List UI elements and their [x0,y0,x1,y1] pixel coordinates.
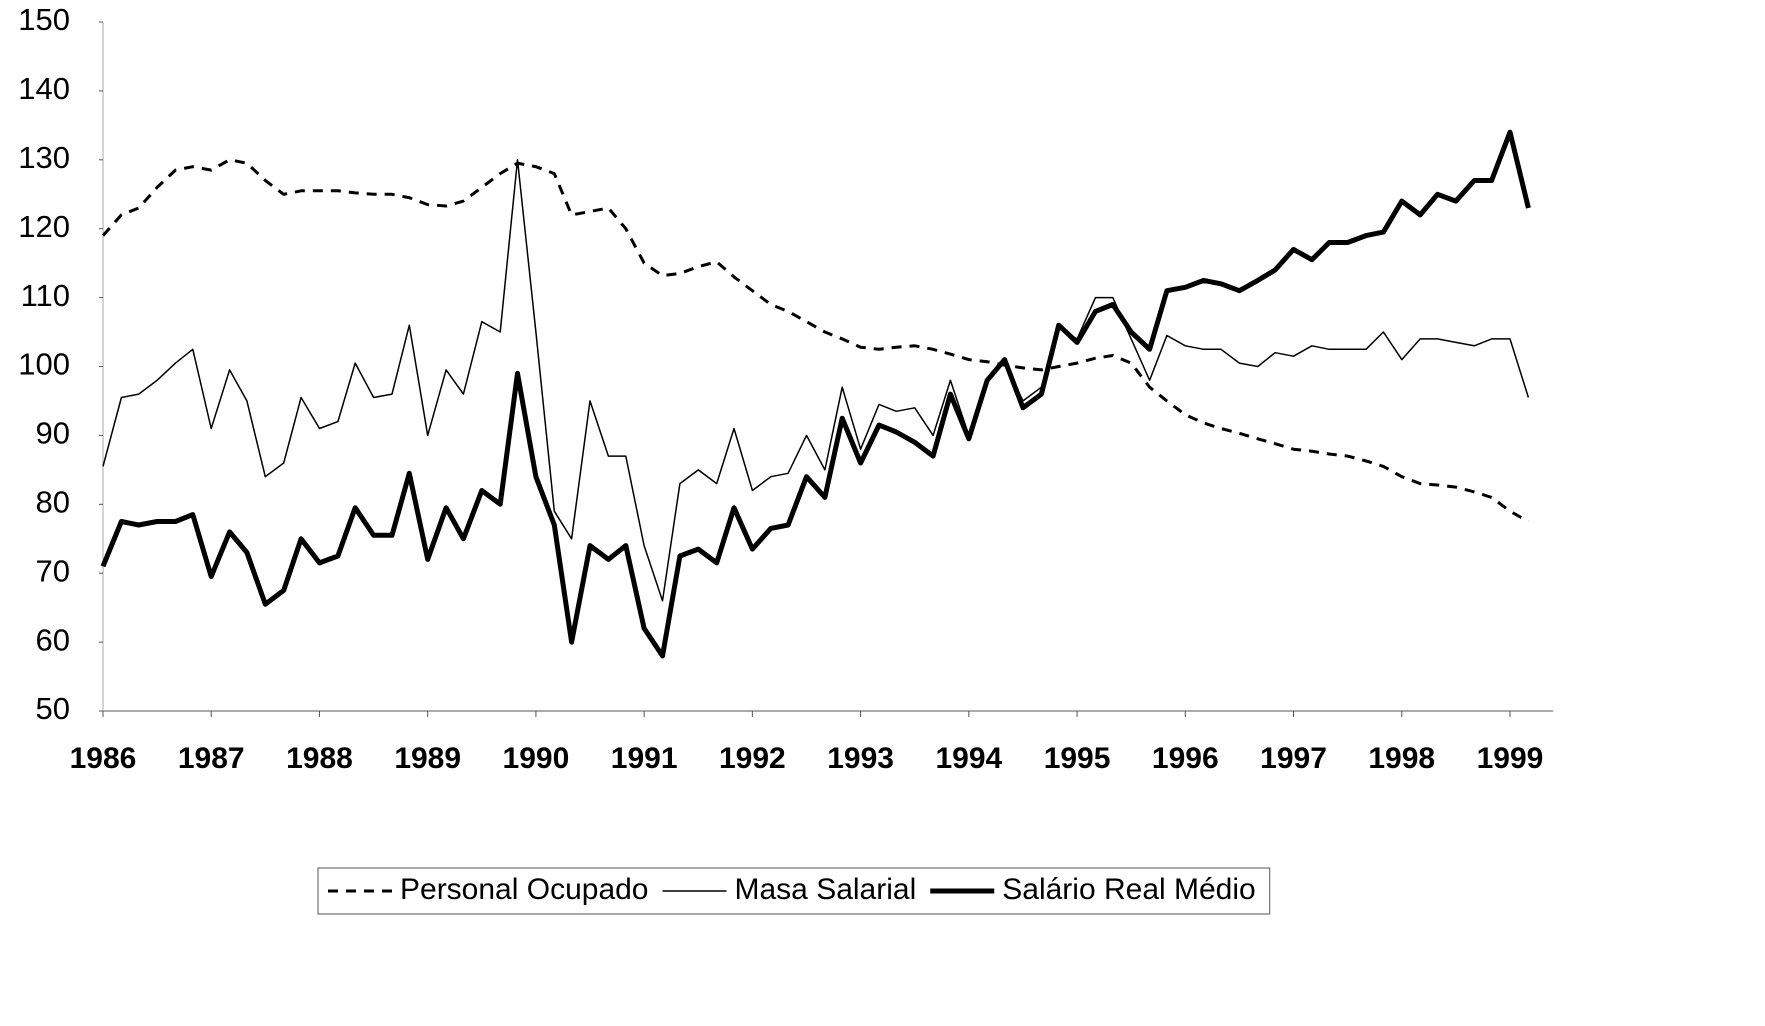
y-tick-label: 70 [36,553,70,588]
legend-label: Personal Ocupado [400,873,649,906]
y-tick-label: 90 [36,416,70,451]
series-line [102,159,1530,602]
x-tick-label: 1997 [1260,742,1327,775]
legend-label: Salário Real Médio [1002,873,1255,906]
x-tick-label: 1991 [611,742,678,775]
x-tick-label: 1986 [70,742,137,775]
series-line [101,158,1530,523]
x-tick-label: 1995 [1044,742,1111,775]
x-tick-label: 1990 [503,742,570,775]
series-line [100,129,1531,659]
x-tick-label: 1999 [1477,742,1544,775]
x-tick-label: 1998 [1368,742,1435,775]
y-tick-label: 80 [36,484,70,519]
x-tick-label: 1989 [394,742,461,775]
y-tick-label: 50 [36,691,70,726]
y-tick-label: 100 [18,347,70,382]
x-tick-label: 1987 [178,742,245,775]
legend-box [317,867,1271,915]
y-tick-label: 120 [18,209,70,244]
y-tick-label: 140 [18,71,70,106]
x-tick-label: 1992 [719,742,786,775]
x-tick-label: 1993 [827,742,894,775]
y-tick-label: 130 [18,140,70,175]
x-tick-label: 1994 [935,742,1002,775]
y-tick-label: 60 [36,622,70,657]
y-tick-label: 150 [18,2,70,37]
legend-label: Masa Salarial [735,873,917,906]
y-tick-label: 110 [21,278,70,313]
x-tick-label: 1988 [286,742,353,775]
x-tick-label: 1996 [1152,742,1219,775]
